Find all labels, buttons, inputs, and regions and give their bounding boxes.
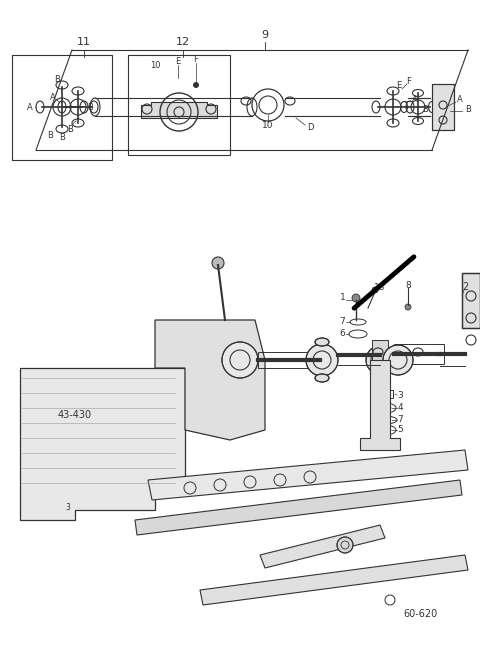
Circle shape: [337, 537, 353, 553]
Circle shape: [306, 344, 338, 376]
Text: E: E: [175, 58, 180, 66]
Text: 2: 2: [462, 282, 468, 292]
Text: A: A: [457, 96, 463, 104]
Text: 8: 8: [405, 281, 411, 289]
Polygon shape: [141, 102, 217, 118]
Polygon shape: [20, 368, 185, 520]
Polygon shape: [135, 480, 462, 535]
Text: 10: 10: [150, 60, 160, 70]
Text: F: F: [193, 56, 198, 64]
Polygon shape: [155, 320, 265, 440]
Bar: [377, 390, 393, 398]
Bar: [128, 55, 230, 155]
Text: 13: 13: [374, 283, 386, 293]
Bar: [432, 84, 454, 130]
Text: 12: 12: [176, 37, 190, 47]
Polygon shape: [200, 555, 468, 605]
Text: 7: 7: [397, 415, 403, 424]
Text: 60-620: 60-620: [403, 609, 437, 619]
Text: F: F: [407, 77, 411, 87]
Ellipse shape: [315, 338, 329, 346]
Bar: [394, 344, 444, 364]
Bar: [462, 273, 480, 328]
Text: B: B: [47, 131, 53, 140]
Polygon shape: [148, 450, 468, 500]
Bar: [372, 340, 388, 380]
Polygon shape: [360, 360, 400, 450]
Text: A: A: [50, 92, 56, 102]
Text: 9: 9: [262, 30, 269, 40]
Ellipse shape: [366, 346, 394, 374]
Text: 4: 4: [397, 403, 403, 413]
Text: B: B: [465, 106, 471, 115]
Text: B: B: [67, 125, 73, 134]
Text: 3: 3: [397, 390, 403, 400]
Text: 10: 10: [262, 121, 274, 129]
Circle shape: [212, 257, 224, 269]
Text: E: E: [396, 81, 402, 89]
Ellipse shape: [315, 374, 329, 382]
Circle shape: [405, 304, 411, 310]
Text: D: D: [307, 123, 313, 131]
Text: B: B: [87, 102, 93, 112]
Bar: [12, 55, 112, 160]
Circle shape: [222, 342, 258, 378]
Circle shape: [352, 294, 360, 302]
Circle shape: [193, 82, 199, 88]
Text: B: B: [59, 133, 65, 142]
Text: 11: 11: [77, 37, 91, 47]
Ellipse shape: [383, 345, 413, 375]
Text: 1: 1: [340, 293, 346, 302]
Bar: [462, 273, 480, 328]
Text: A: A: [412, 96, 418, 104]
Text: 6: 6: [339, 329, 345, 338]
Text: 43-430: 43-430: [58, 410, 92, 420]
Text: B: B: [422, 106, 428, 115]
Polygon shape: [260, 525, 385, 568]
Bar: [432, 84, 454, 130]
Text: 7: 7: [339, 318, 345, 327]
Text: B: B: [54, 75, 60, 83]
Text: 5: 5: [397, 426, 403, 434]
Circle shape: [372, 287, 378, 293]
Text: A: A: [27, 102, 33, 112]
Text: 3: 3: [66, 504, 71, 512]
Bar: [258, 352, 323, 368]
